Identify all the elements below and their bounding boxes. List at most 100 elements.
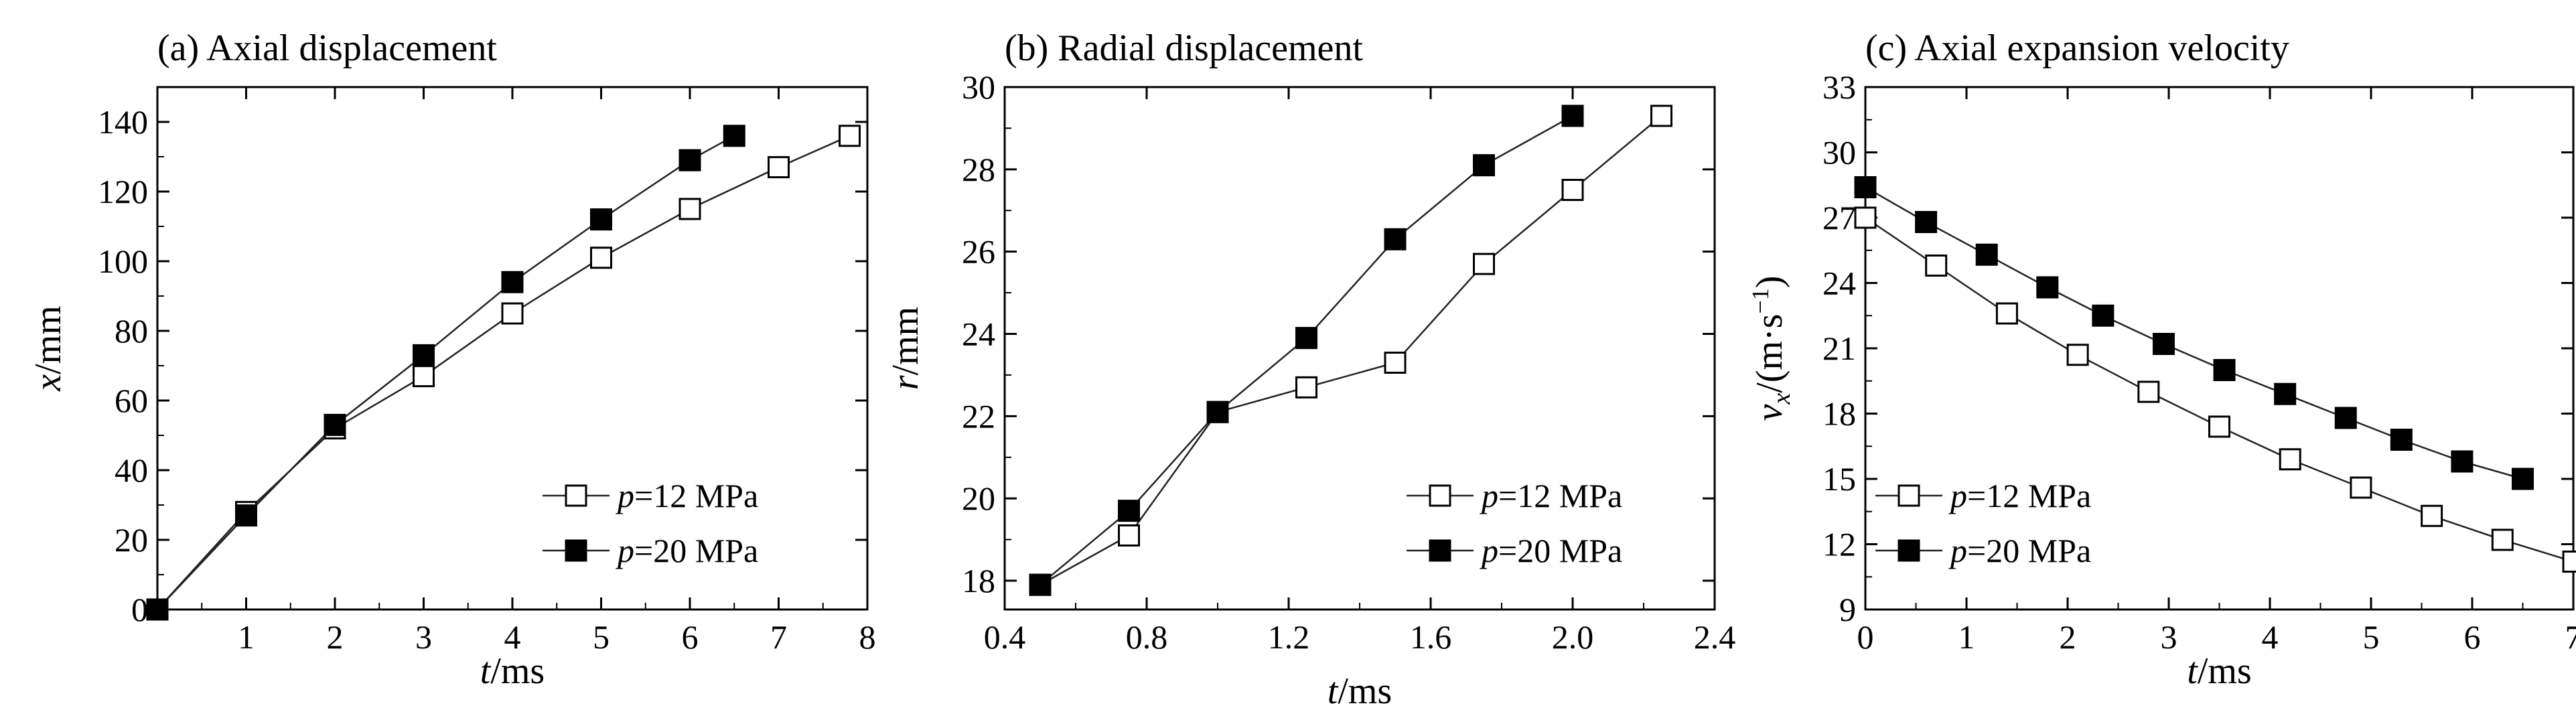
panel-c-series-0-point-10 [2562, 551, 2576, 573]
panel-a-ylabel-unit: /mm [27, 305, 69, 374]
panel-a-series-1-point-4 [501, 271, 524, 293]
panel-c-plot: 0 1 2 3 4 5 6 791215182124273033t/msvx/(m·s−1)p… [1747, 68, 2576, 692]
panel-c-series-1-point-2 [1975, 243, 1998, 266]
panel-a-xlabel-unit: /ms [490, 650, 545, 692]
panel-a-ytick-label-6: 120 [98, 173, 148, 210]
panel-c-xtick-label-3: 3 [2161, 618, 2177, 656]
panel-a-xtick-label-0: 1 [238, 618, 255, 656]
panel-b-series-1-point-1 [1118, 500, 1140, 522]
panel-c-ylabel-unit-sup: −1 [1747, 288, 1774, 313]
panel-a-xtick-label-2: 3 [415, 618, 432, 656]
panel-b-xlabel-unit: /ms [1338, 670, 1392, 712]
panel-a-legend-0-marker [565, 484, 587, 507]
panel-c-xtick-label-4: 4 [2262, 618, 2279, 656]
panel-a-legend-1-label: p=20 MPa [616, 532, 758, 569]
panel-c-series-0-point-8 [2421, 504, 2443, 527]
panel-b-ytick-label-2: 22 [962, 397, 995, 435]
panel-b-ytick-label-1: 20 [962, 480, 995, 517]
panel-b-legend-0-label: p=12 MPa [1480, 477, 1622, 514]
panel-c-xlabel-symbol: t [2187, 650, 2198, 692]
panel-c-ytick-label-3: 18 [1822, 395, 1856, 433]
panel-c-series-1-point-0 [1854, 176, 1877, 198]
panel-b-series-0-point-3 [1295, 376, 1317, 399]
panel-b-xtick-label-3: 1.6 [1410, 618, 1452, 656]
panel-a-xtick-label-1: 2 [327, 618, 344, 656]
panel-b-legend-1-label: p=20 MPa [1480, 532, 1622, 569]
panel-a-title: (a) Axial displacement [157, 27, 497, 69]
panel-b-series-1-point-3 [1295, 327, 1317, 350]
panel-c-series-0-point-6 [2279, 448, 2301, 471]
panel-b-legend-0-marker [1429, 484, 1451, 507]
panel-c-series-0-point-9 [2491, 528, 2514, 551]
panel-a-xtick-label-5: 6 [682, 618, 699, 656]
panel-b-plot: 0.4 0.8 1.2 1.6 2.0 2.4 18 20 22 24 26 28 30 t/ms r/mm… [885, 68, 1735, 712]
panel-c-ylabel-unit-end: ) [1749, 276, 1790, 289]
panel-a-series-0-point-3 [413, 365, 435, 388]
panel-c-legend-1-text: =20 MPa [1967, 532, 2091, 569]
panel-a-xlabel-symbol: t [480, 650, 492, 692]
panel-c-ytick-label-2: 15 [1822, 460, 1856, 498]
panel-b-legend-0-text: =12 MPa [1498, 477, 1622, 514]
panel-b-ytick-label-6: 30 [962, 68, 995, 106]
panel-b-series-1-point-0 [1029, 573, 1052, 596]
panel-c-series-0-point-7 [2350, 476, 2372, 499]
panel-a-series-0-point-6 [678, 198, 701, 220]
panel-a-series-1-point-0 [146, 598, 169, 621]
panel-c-series-1-point-6 [2213, 359, 2236, 381]
panel-b-xtick-label-4: 2.0 [1552, 618, 1594, 656]
panel-a-series-0-point-7 [768, 156, 790, 179]
panel-b-xlabel: t/ms [1328, 670, 1392, 712]
panel-c-series-1-point-8 [2334, 407, 2357, 429]
panel-b-series-0-point-1 [1118, 524, 1140, 547]
panel-a-legend-0-symbol: p [616, 477, 634, 514]
panel-c-xtick-label-5: 5 [2363, 618, 2380, 656]
panel-c-legend-0-marker [1898, 484, 1920, 507]
panel-c-ytick-label-0: 9 [1839, 591, 1856, 628]
panel-c-ytick-label-5: 24 [1822, 265, 1856, 302]
panel-b-legend-1-text: =20 MPa [1498, 532, 1622, 569]
panel-c-series-1-point-11 [2512, 468, 2534, 490]
panel-c-series-0-point-4 [2137, 380, 2160, 403]
panel-b-xtick-label-2: 1.2 [1268, 618, 1310, 656]
panel-c-series-1-line [1865, 186, 2523, 480]
panel-a-ylabel-symbol: x [27, 374, 69, 392]
panel-a-series-1-line [157, 135, 735, 610]
panel-c: (c) Axial expansion velocity 0 1 2 3 4 5 6 7912… [1747, 27, 2576, 692]
panel-c-xtick-label-7: 7 [2565, 618, 2576, 656]
panel-a: (a) Axial displacement 1 2 3 4 5 6 7 8020406080… [27, 27, 876, 692]
panel-c-ylabel: vx/(m·s−1) [1747, 276, 1796, 421]
panel-c-series-1-point-9 [2390, 429, 2413, 451]
panel-c-legend-1-symbol: p [1948, 532, 1967, 569]
panel-c-ylabel-subscript: x [1768, 393, 1796, 405]
panel-a-series-0-point-8 [839, 125, 861, 147]
panel-b-xtick-label-5: 2.4 [1694, 618, 1736, 656]
panel-a-xtick-label-6: 7 [770, 618, 787, 656]
panel-c-legend-0-text: =12 MPa [1967, 477, 2091, 514]
panel-a-ytick-label-2: 40 [115, 451, 148, 489]
panel-a-ytick-label-5: 100 [98, 242, 148, 280]
panel-a-ytick-label-7: 140 [98, 103, 148, 141]
panel-c-series-0-point-0 [1854, 206, 1877, 229]
panel-b-ylabel-unit: /mm [885, 307, 926, 376]
panel-b-legend-1-symbol: p [1480, 532, 1498, 569]
panel-b: (b) Radial displacement 0.4 0.8 1.2 1.6 2.0 2… [885, 27, 1735, 712]
panel-b-ylabel: r/mm [885, 307, 926, 390]
panel-b-ytick-label-3: 24 [962, 315, 995, 353]
panel-c-xlabel: t/ms [2187, 650, 2251, 692]
panel-b-series-1-point-4 [1384, 228, 1407, 250]
panel-a-series-0-point-4 [501, 302, 524, 325]
panel-c-legend-0-symbol: p [1948, 477, 1967, 514]
panel-b-series-0-point-6 [1561, 179, 1584, 202]
panel-c-xtick-label-6: 6 [2464, 618, 2481, 656]
panel-b-ytick-label-5: 28 [962, 151, 995, 188]
panel-c-series-1-point-3 [2036, 276, 2059, 299]
panel-c-title: (c) Axial expansion velocity [1865, 27, 2289, 69]
panel-a-ytick-label-3: 60 [115, 382, 148, 419]
panel-b-xtick-label-1: 0.8 [1126, 618, 1168, 656]
panel-c-ylabel-unit: /(m·s [1749, 314, 1790, 393]
panel-c-ytick-label-8: 33 [1822, 68, 1856, 106]
panel-a-series-1-point-6 [678, 149, 701, 171]
panel-c-series-1-point-10 [2451, 450, 2474, 473]
panel-b-series-0-point-4 [1384, 351, 1407, 374]
